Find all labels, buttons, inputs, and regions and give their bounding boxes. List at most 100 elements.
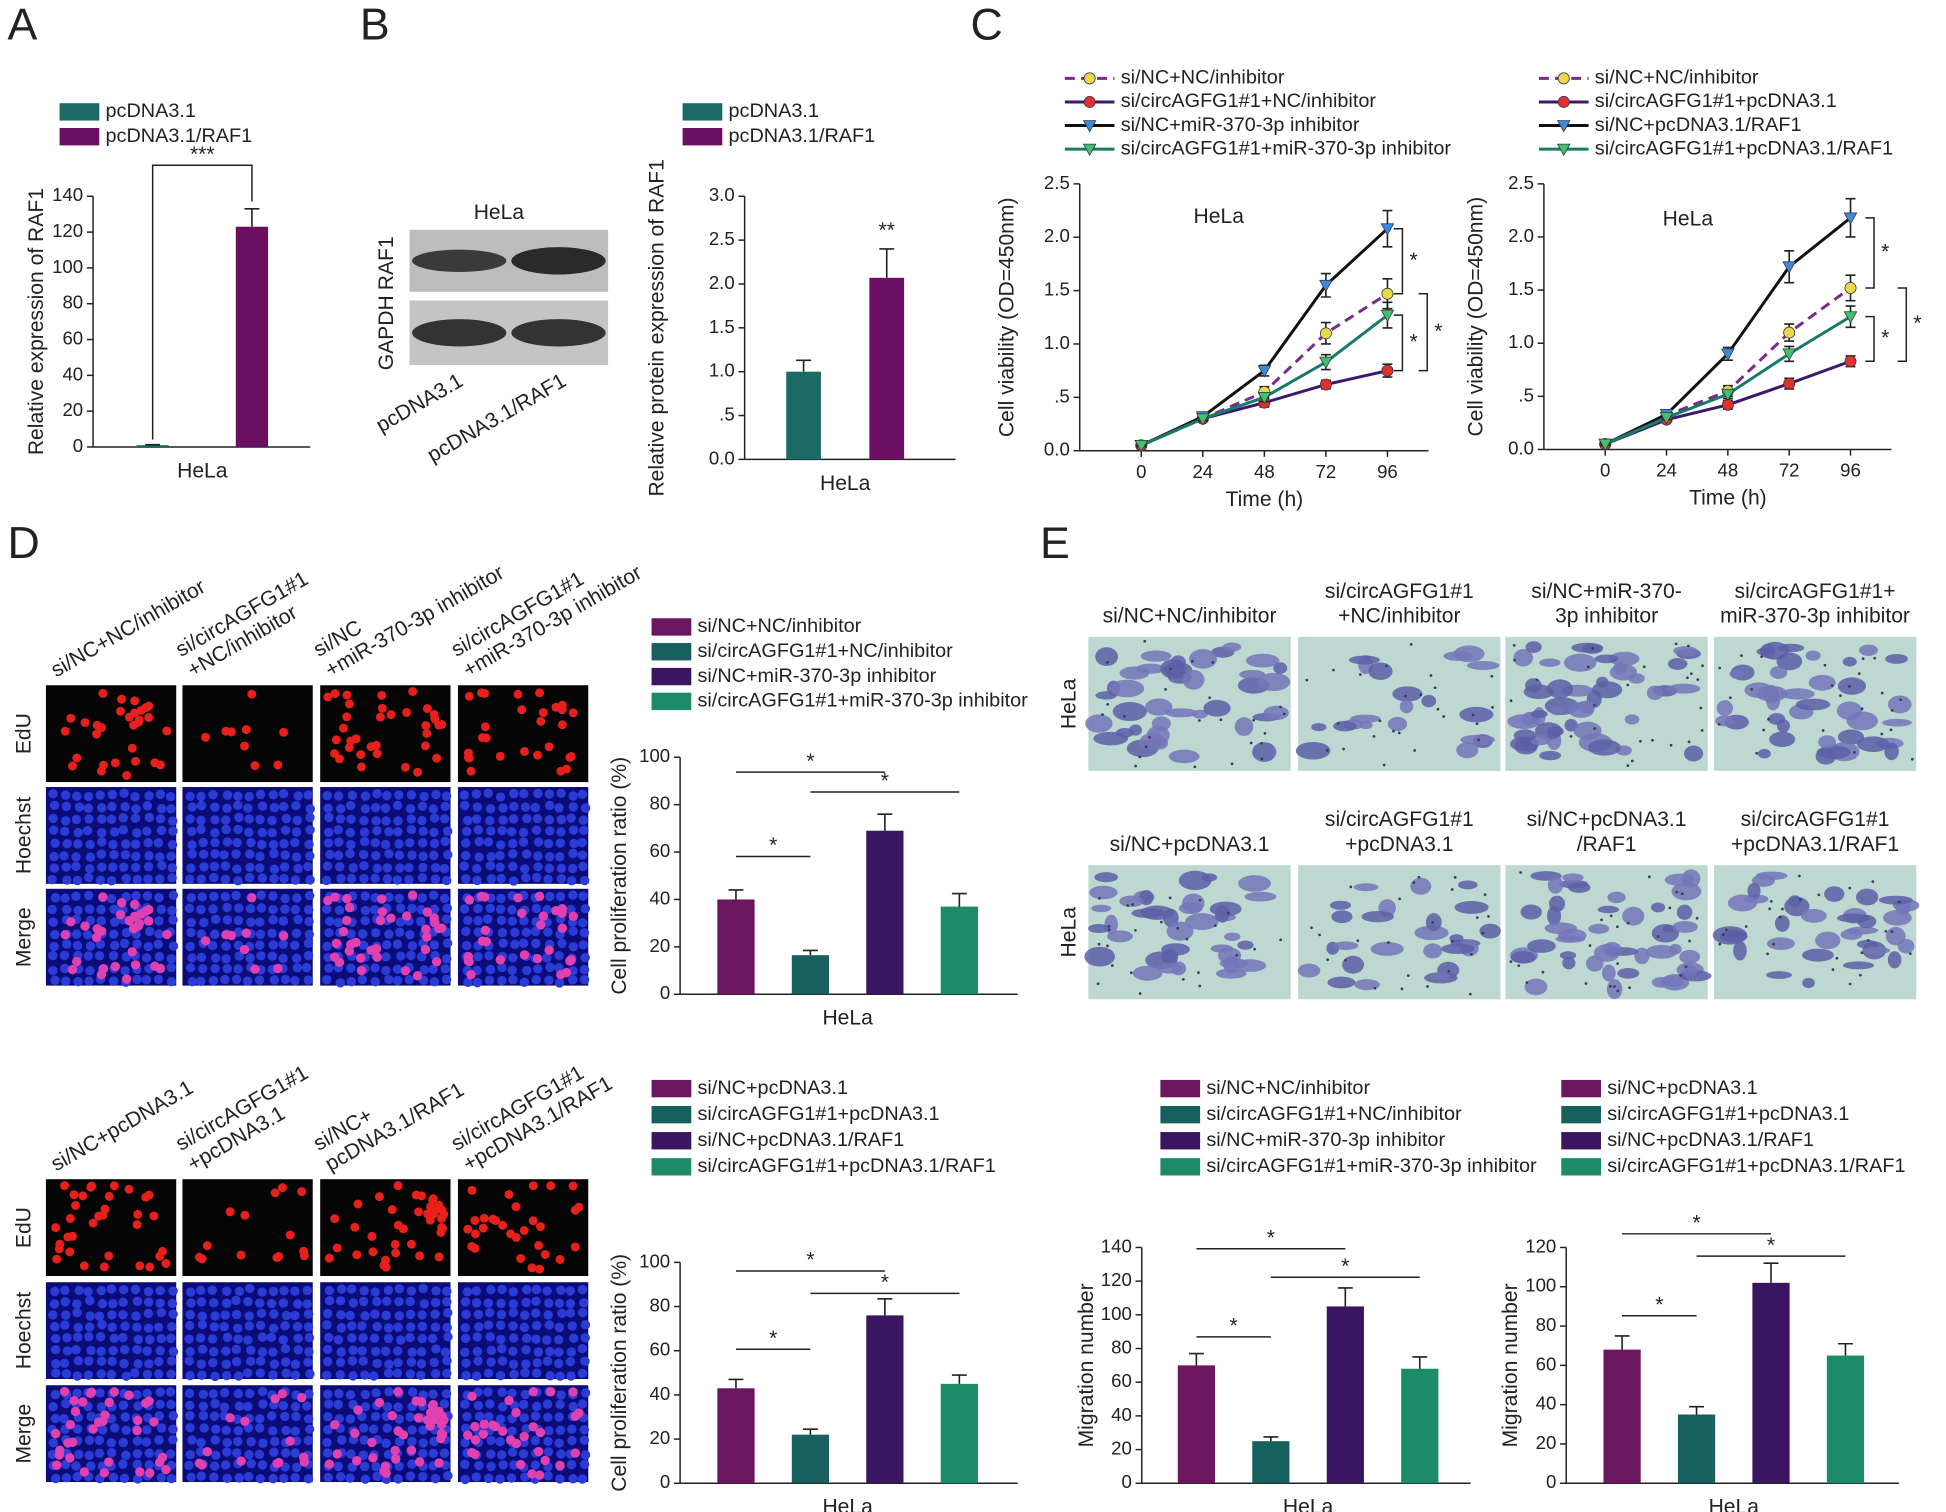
nucleus	[441, 914, 452, 924]
nucleus	[121, 873, 132, 884]
edu-nucleus	[464, 753, 474, 763]
merge-nucleus	[88, 1424, 98, 1434]
nucleus	[269, 848, 279, 859]
nucleus	[405, 1309, 416, 1320]
edu-nucleus	[476, 688, 486, 698]
nucleus	[554, 1438, 564, 1448]
nucleus	[381, 952, 391, 962]
nucleus	[417, 1333, 427, 1344]
merge-nucleus	[406, 1445, 417, 1455]
nucleus	[544, 815, 555, 825]
edu-nucleus	[104, 1251, 114, 1261]
nucleus	[109, 929, 119, 939]
pore	[1651, 738, 1654, 742]
nucleus	[155, 1345, 165, 1356]
group-header-line: +pcDNA3.1/RAF1	[1731, 833, 1899, 856]
bar	[869, 277, 905, 460]
pore	[1481, 931, 1485, 935]
nucleus	[382, 1423, 392, 1433]
legend-swatch	[651, 643, 692, 661]
nucleus	[244, 1311, 254, 1321]
merge-nucleus	[130, 960, 141, 970]
migrated-cell	[1182, 669, 1205, 690]
merge-nucleus	[534, 891, 545, 902]
pore	[1431, 921, 1435, 924]
nucleus	[577, 1284, 588, 1295]
y-tick-label: 80	[1111, 1336, 1132, 1357]
pore	[1588, 944, 1592, 947]
merge-nucleus	[375, 915, 386, 926]
nucleus	[50, 1368, 61, 1378]
nucleus	[396, 951, 406, 961]
nucleus	[185, 1449, 196, 1460]
nucleus	[521, 927, 532, 938]
nucleus	[510, 939, 520, 950]
merge-nucleus	[277, 1388, 288, 1399]
nucleus	[291, 800, 301, 811]
edu-nucleus	[437, 1213, 446, 1223]
nucleus	[405, 1412, 415, 1422]
nucleus	[84, 976, 94, 986]
nucleus	[221, 954, 231, 964]
merge-nucleus	[121, 974, 132, 984]
nucleus	[442, 826, 453, 836]
pore	[1483, 893, 1487, 896]
nucleus	[196, 824, 206, 835]
group-header-line: +NC/inhibitor	[1338, 605, 1460, 628]
group-header-line: 3p inhibitor	[1555, 605, 1658, 628]
nucleus	[471, 789, 482, 799]
migrated-cell	[1138, 739, 1161, 749]
nucleus	[222, 915, 233, 925]
nucleus	[496, 1334, 506, 1345]
nucleus	[303, 975, 314, 985]
legend-label: si/circAGFG1#1+pcDNA3.1/RAF1	[1607, 1155, 1905, 1177]
nucleus	[382, 863, 393, 873]
nucleus	[544, 789, 555, 799]
y-tick-label: 60	[1536, 1353, 1557, 1374]
edu-nucleus	[145, 1262, 155, 1272]
nucleus	[199, 917, 209, 928]
migrated-cell	[1441, 943, 1475, 954]
nucleus	[368, 1424, 379, 1434]
nucleus	[233, 1388, 244, 1399]
edu-nucleus	[528, 1181, 538, 1191]
edu-nucleus	[110, 758, 120, 768]
nucleus	[486, 874, 497, 884]
y-tick-label: 100	[639, 1250, 670, 1271]
legend-label: si/NC+pcDNA3.1/RAF1	[1595, 114, 1802, 136]
migrated-cell	[1109, 679, 1145, 698]
edu-nucleus	[54, 1244, 64, 1254]
pore	[1450, 888, 1454, 891]
nucleus	[195, 1333, 206, 1343]
nucleus	[507, 905, 517, 915]
edu-nucleus	[391, 1248, 401, 1258]
merge-nucleus	[528, 1422, 538, 1432]
pore	[1513, 658, 1516, 662]
nucleus	[346, 873, 357, 884]
nucleus	[279, 839, 289, 849]
nucleus	[486, 1435, 496, 1446]
nucleus	[555, 852, 565, 862]
nucleus	[278, 953, 288, 964]
nucleus	[304, 890, 315, 901]
nucleus	[473, 927, 483, 937]
nucleus	[439, 1399, 450, 1409]
nucleus	[531, 1320, 542, 1331]
migrated-cell	[1800, 908, 1827, 923]
edu-nucleus	[527, 1263, 537, 1273]
nucleus	[543, 1447, 554, 1457]
edu-nucleus	[78, 1191, 88, 1201]
pore	[1372, 735, 1376, 738]
y-tick-label: 100	[1525, 1275, 1556, 1296]
merge-nucleus	[67, 964, 78, 975]
nucleus	[255, 863, 265, 873]
legend-label: si/circAGFG1#1+NC/inhibitor	[1206, 1103, 1462, 1125]
nucleus	[293, 863, 303, 874]
nucleus	[442, 938, 453, 948]
nucleus	[166, 1473, 177, 1484]
nucleus	[418, 862, 428, 873]
migrated-cell	[1837, 729, 1865, 745]
pore	[1509, 960, 1513, 964]
nucleus	[132, 974, 142, 985]
nucleus	[119, 1473, 130, 1484]
